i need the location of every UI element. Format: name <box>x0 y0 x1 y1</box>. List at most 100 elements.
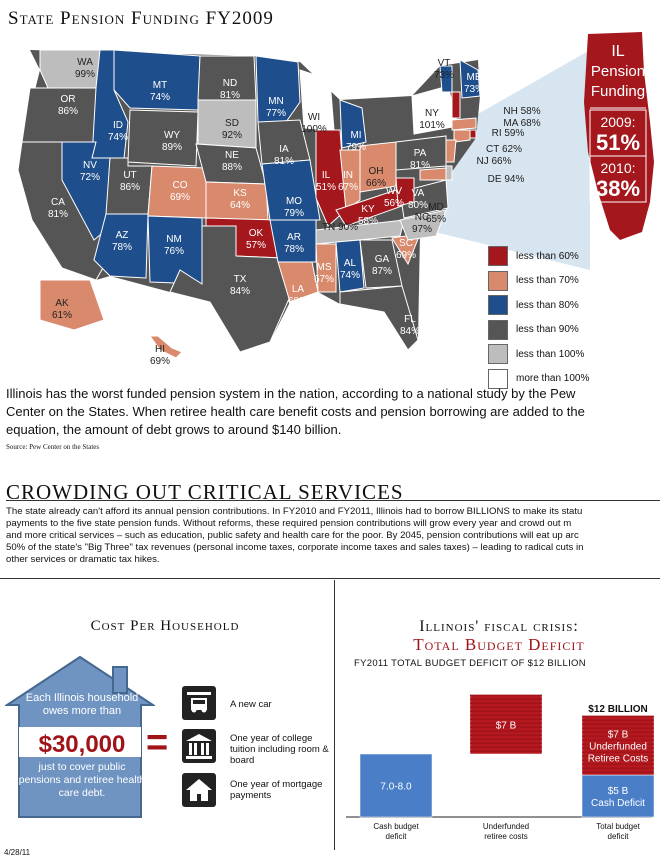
college-building-icon <box>182 729 216 763</box>
state-pct-mo: 79% <box>284 208 304 219</box>
state-ar <box>269 219 317 263</box>
fiscal-crisis-subtitle: Total Budget Deficit <box>413 635 585 654</box>
state-fl <box>339 285 419 351</box>
state-pct-md: 65% <box>426 214 446 225</box>
bar-segment <box>469 694 543 755</box>
state-wy <box>127 109 199 167</box>
state-ms <box>315 243 337 293</box>
state-ma <box>451 117 477 131</box>
us-pension-map: WA99%OR86%CA81%ID74%NV72%MT74%WY89%UT86%… <box>17 49 590 367</box>
state-label-ga: GA <box>375 254 390 265</box>
state-pct-vt: 73% <box>434 70 454 81</box>
state-pct-ny: 101% <box>419 120 445 131</box>
state-pct-me: 73% <box>464 84 484 95</box>
map-legend: less than 60% less than 70% less than 80% l… <box>488 244 658 391</box>
state-pct-hi: 69% <box>150 356 170 367</box>
state-label-mi: MI <box>350 130 361 141</box>
state-label-fl: FL <box>404 314 416 325</box>
state-pct-ky: 58% <box>358 216 378 227</box>
state-hi <box>149 335 183 359</box>
state-ri <box>469 129 477 139</box>
state-label-hi: HI <box>155 344 165 355</box>
state-pct-sc: 69% <box>396 250 416 261</box>
house-text-bottom: just to cover public pensions and retire… <box>18 761 146 799</box>
il-2009-value: 51% <box>596 130 640 155</box>
state-pct-wi: 100% <box>301 124 327 135</box>
state-il <box>315 129 347 227</box>
state-label-wv: WV <box>386 186 402 197</box>
category-label: retiree costs <box>484 832 528 841</box>
legend-swatch <box>488 319 508 340</box>
state-oh <box>359 141 397 193</box>
state-de <box>445 165 453 181</box>
state-label-ct: CT 62% <box>486 144 522 155</box>
legend-swatch <box>488 246 508 267</box>
state-label-wy: WY <box>164 130 180 141</box>
state-label-nm: NM <box>166 234 182 245</box>
state-tn <box>315 219 405 245</box>
state-pct-la: 60% <box>288 296 308 307</box>
state-ak <box>39 279 105 331</box>
state-pct-va: 80% <box>408 200 428 211</box>
legend-item: less than 80% <box>488 293 658 318</box>
state-pct-wa: 99% <box>75 69 95 80</box>
state-wv <box>395 177 415 207</box>
state-label-oh: OH <box>369 166 384 177</box>
section-body: The state already can't afford its annua… <box>6 506 584 565</box>
state-label-id: ID <box>113 120 123 131</box>
state-label-la: LA <box>292 284 305 295</box>
state-label-tx: TX <box>234 274 247 285</box>
il-2009-label: 2009: <box>600 114 635 130</box>
legend-swatch <box>488 344 508 365</box>
bar-segment <box>359 753 433 818</box>
il-2010-label: 2010: <box>600 160 635 176</box>
section-divider <box>6 500 660 501</box>
state-label-ks: KS <box>233 188 247 199</box>
page-title: State Pension Funding FY2009 <box>8 8 274 29</box>
state-pct-ia: 81% <box>274 156 294 167</box>
il-pension-label: Pension <box>591 63 645 80</box>
state-label-ky: KY <box>361 204 375 215</box>
il-label: IL <box>611 43 624 60</box>
bar-label: Cash Deficit <box>591 798 645 809</box>
state-label-nj: NJ 66% <box>476 156 511 167</box>
state-label-de: DE 94% <box>488 174 525 185</box>
state-label-ma: MA 68% <box>503 118 540 129</box>
state-pct-or: 86% <box>58 106 78 117</box>
state-label-ca: CA <box>51 197 65 208</box>
state-al <box>335 239 365 293</box>
legend-swatch <box>488 368 508 389</box>
state-label-ar: AR <box>287 232 301 243</box>
bar-label: $5 B <box>608 786 629 797</box>
state-pct-co: 69% <box>170 192 190 203</box>
state-label-wi: WI <box>308 112 320 123</box>
state-label-vt: VT <box>438 58 451 69</box>
state-label-mt: MT <box>153 80 167 91</box>
state-pct-mi: 79% <box>346 142 366 153</box>
state-ct <box>453 129 471 143</box>
state-label-mo: MO <box>286 196 302 207</box>
state-label-or: OR <box>61 94 76 105</box>
legend-swatch <box>488 270 508 291</box>
bar-label: Underfunded <box>589 742 647 753</box>
state-label-co: CO <box>173 180 188 191</box>
state-mi <box>339 99 367 149</box>
state-md <box>419 167 447 181</box>
state-label-pa: PA <box>414 148 427 159</box>
house-icon <box>182 773 216 807</box>
legend-label: less than 60% <box>516 250 579 262</box>
state-pct-tx: 84% <box>230 286 250 297</box>
state-label-tn: TN 90% <box>322 222 358 233</box>
state-mt <box>113 49 201 111</box>
fiscal-crisis-title: Illinois' fiscal crisis: <box>419 618 579 635</box>
legend-item: more than 100% <box>488 367 658 392</box>
category-label: Underfunded <box>483 822 529 831</box>
state-mo <box>261 159 321 221</box>
state-label-nd: ND <box>223 78 237 89</box>
house-text-top: Each Illinois household owes more than <box>25 692 139 717</box>
state-label-al: AL <box>344 258 357 269</box>
state-pct-nm: 76% <box>164 246 184 257</box>
state-label-in: IN <box>343 170 353 181</box>
state-label-nv: NV <box>83 160 97 171</box>
